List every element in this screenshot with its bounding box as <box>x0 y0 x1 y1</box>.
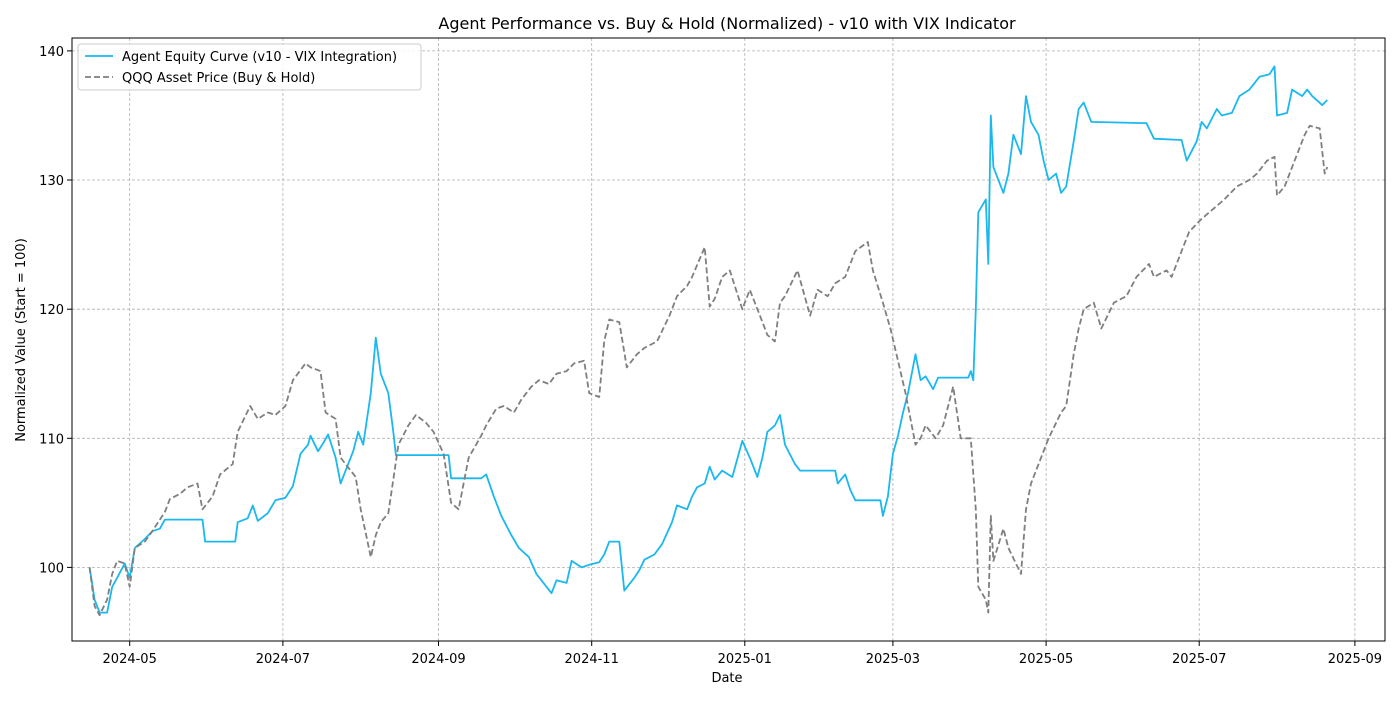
y-tick-label: 100 <box>39 561 64 576</box>
x-tick-label: 2025-01 <box>718 652 772 667</box>
plot-frame <box>71 37 1386 642</box>
x-tick-label: 2024-09 <box>411 652 465 667</box>
y-tick-label: 140 <box>39 45 64 60</box>
x-tick-label: 2024-05 <box>103 652 157 667</box>
qqq-price-line <box>88 124 1329 617</box>
series-lines <box>88 65 1329 617</box>
x-tick-label: 2024-11 <box>565 652 619 667</box>
y-tick-label: 130 <box>39 174 64 189</box>
x-axis-label: Date <box>711 671 742 686</box>
y-tick-label: 110 <box>39 432 64 447</box>
legend-box <box>77 43 422 91</box>
legend-label-qqq: QQQ Asset Price (Buy & Hold) <box>122 71 315 86</box>
legend-label-agent: Agent Equity Curve (v10 - VIX Integratio… <box>122 50 397 65</box>
agent-equity-line <box>88 65 1328 614</box>
chart-title: Agent Performance vs. Buy & Hold (Normal… <box>438 14 1016 33</box>
x-tick-label: 2025-07 <box>1172 652 1226 667</box>
x-tick-label: 2024-07 <box>256 652 310 667</box>
x-tick-label: 2025-09 <box>1328 652 1382 667</box>
y-axis-label: Normalized Value (Start = 100) <box>14 238 29 442</box>
x-tick-label: 2025-05 <box>1019 652 1073 667</box>
legend: Agent Equity Curve (v10 - VIX Integratio… <box>77 43 422 91</box>
y-tick-label: 120 <box>39 303 64 318</box>
x-tick-label: 2025-03 <box>866 652 920 667</box>
axis-ticks: 2024-05 2024-07 2024-09 2024-11 2025-01 2025-… <box>39 45 1382 667</box>
